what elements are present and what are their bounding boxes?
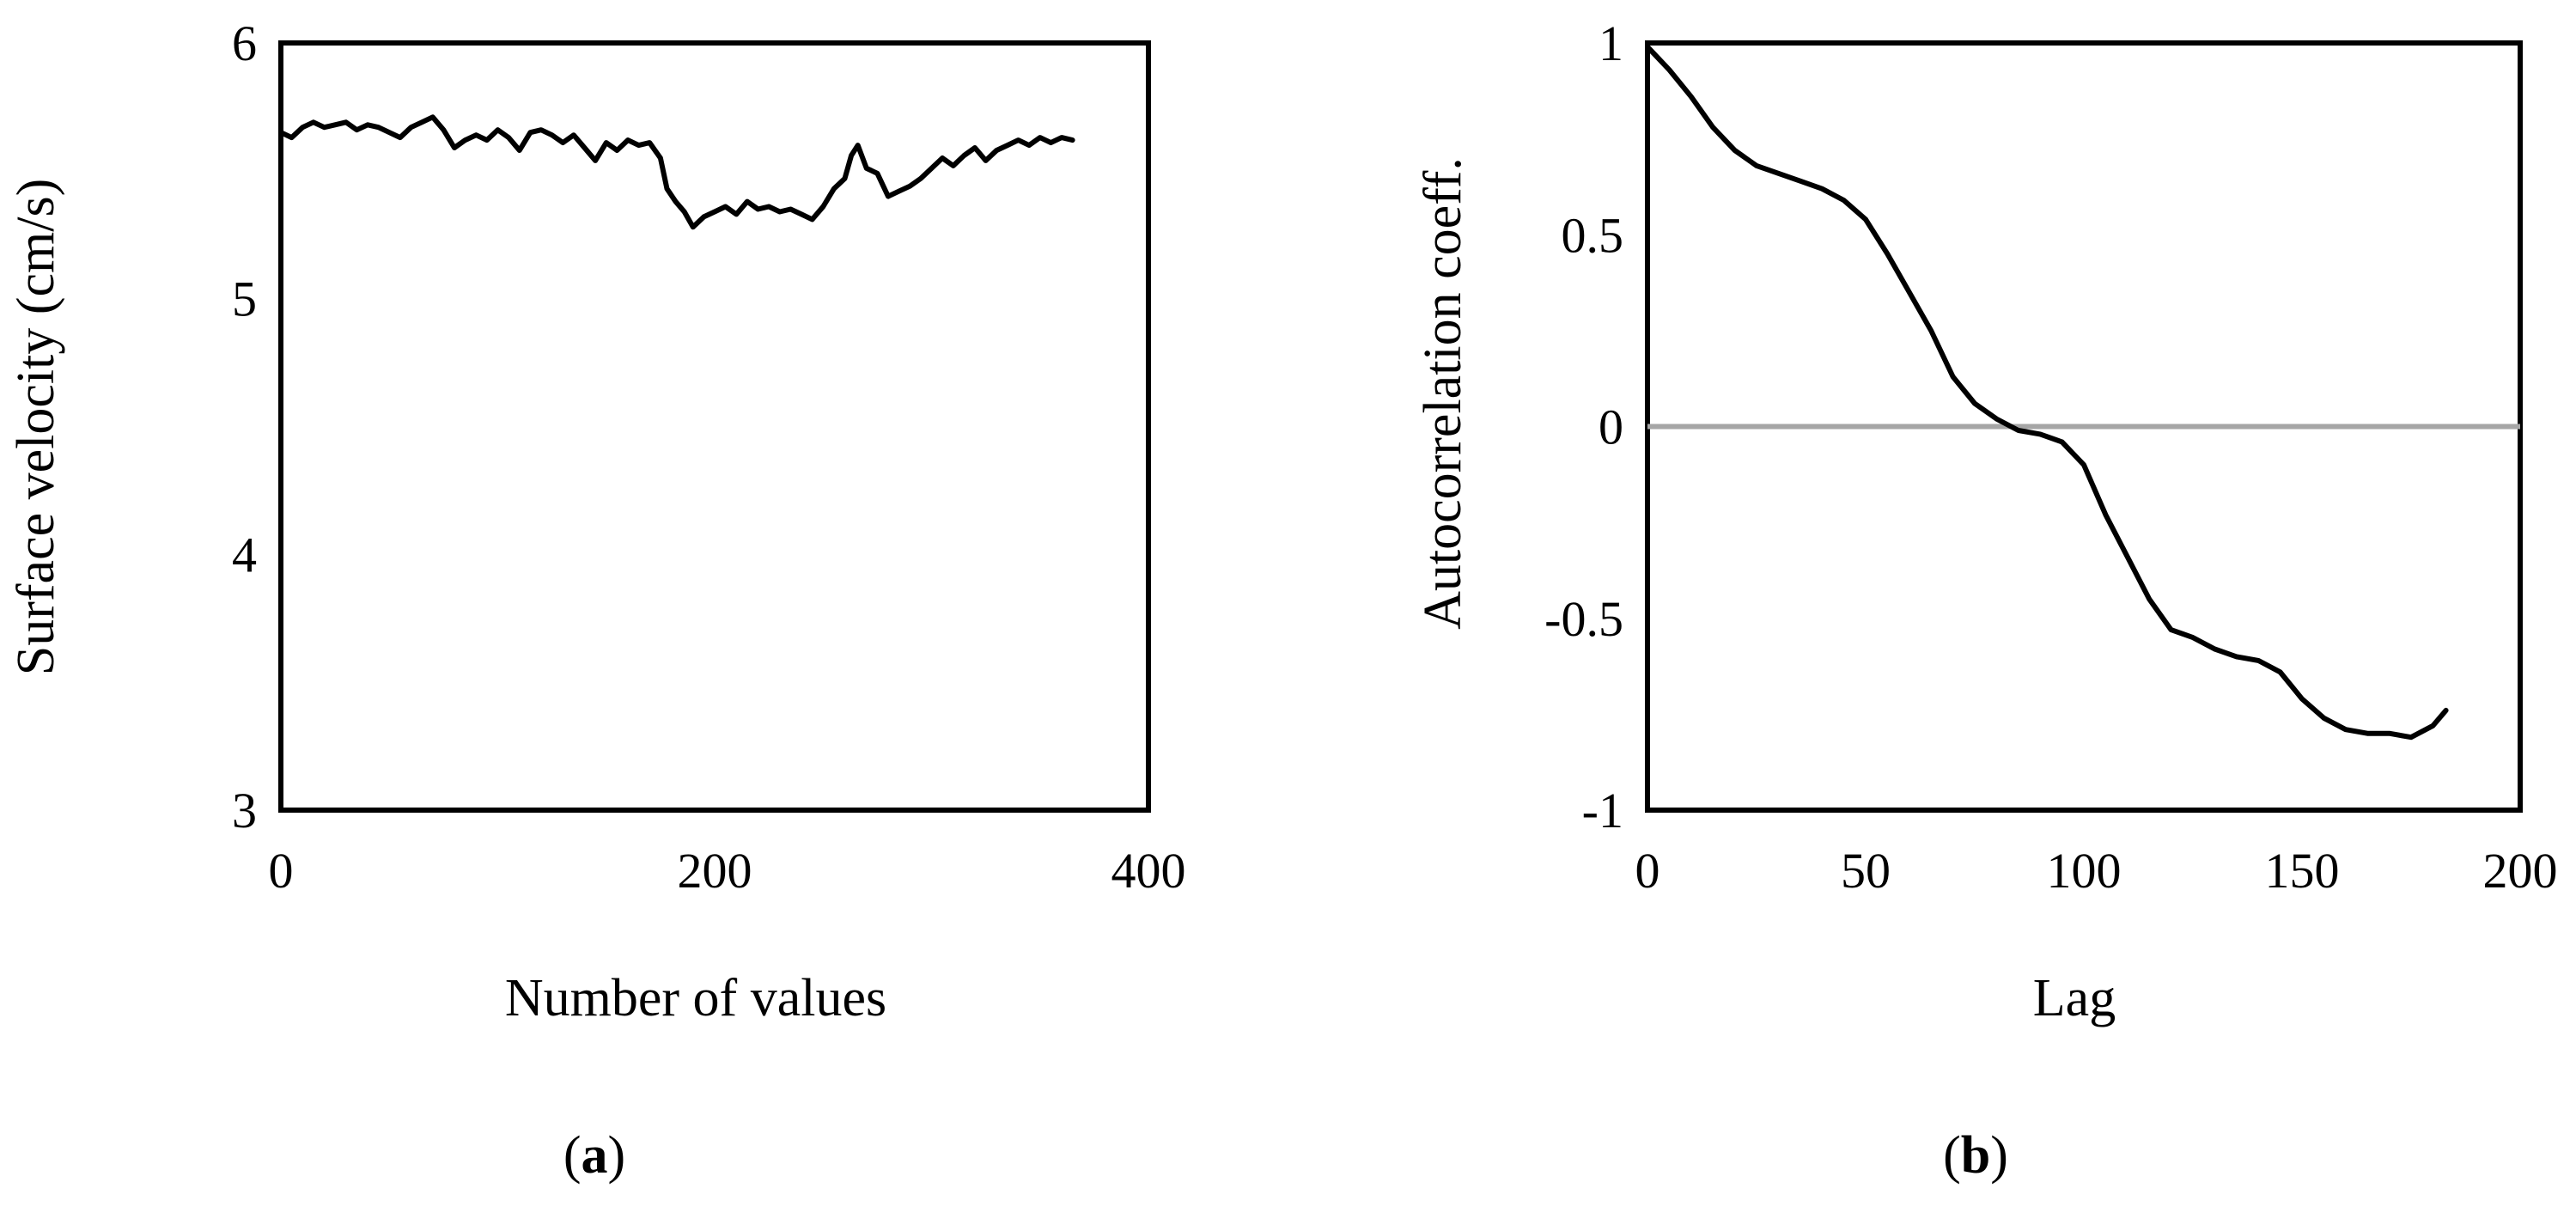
panel-b-y-axis-title: Autocorrelation coeff. — [1414, 157, 1472, 630]
panel-a-y-tick-label: 6 — [232, 15, 257, 71]
panel-a-y-tick-labels: 3 4 5 6 — [232, 15, 257, 838]
panel-a-caption-letter: a — [582, 1126, 608, 1185]
panel-b-series-line — [1645, 44, 2449, 741]
panel-b-y-tick-label: -0.5 — [1544, 591, 1623, 647]
panel-b-x-tick-label: 200 — [2483, 843, 2558, 899]
panel-a-x-axis-title: Number of values — [505, 969, 886, 1027]
panel-b-chart: -1 -0.5 0 0.5 1 0 50 100 150 200 Lag Autocorrela… — [1414, 15, 2558, 1185]
panel-a-y-tick-label: 4 — [232, 527, 257, 582]
panel-a-caption: (a) — [563, 1126, 625, 1185]
panel-a-x-tick-label: 200 — [678, 843, 752, 899]
panel-a-series-line — [278, 114, 1075, 230]
panel-a-x-tick-label: 0 — [269, 843, 294, 899]
panel-b-x-tick-label: 0 — [1635, 843, 1660, 899]
panel-a-x-tick-labels: 0 200 400 — [269, 843, 1186, 899]
panel-b-caption-letter: b — [1961, 1126, 1990, 1185]
panel-b-caption: (b) — [1943, 1126, 2008, 1185]
panel-b-x-tick-label: 150 — [2265, 843, 2340, 899]
panel-a-y-tick-label: 5 — [232, 271, 257, 327]
panel-a-x-tick-label: 400 — [1111, 843, 1186, 899]
panel-a-chart: 3 4 5 6 0 200 400 Number of values Surface ve… — [7, 15, 1186, 1185]
panel-a-y-axis-title: Surface velocity (cm/s) — [7, 179, 65, 675]
panel-b-y-tick-label: 0 — [1599, 399, 1623, 455]
panel-b-x-tick-label: 100 — [2047, 843, 2122, 899]
panel-a-y-tick-label: 3 — [232, 783, 257, 838]
panel-b-x-tick-label: 50 — [1841, 843, 1891, 899]
panel-b-y-tick-label: -1 — [1582, 783, 1623, 838]
panel-a-plot-frame — [278, 40, 1151, 813]
panel-b-y-tick-labels: -1 -0.5 0 0.5 1 — [1544, 15, 1623, 838]
panel-b-x-axis-title: Lag — [2033, 969, 2116, 1027]
panel-b-x-tick-labels: 0 50 100 150 200 — [1635, 843, 2558, 899]
panel-b-y-tick-label: 1 — [1599, 15, 1623, 71]
panel-b-y-tick-label: 0.5 — [1562, 207, 1624, 263]
